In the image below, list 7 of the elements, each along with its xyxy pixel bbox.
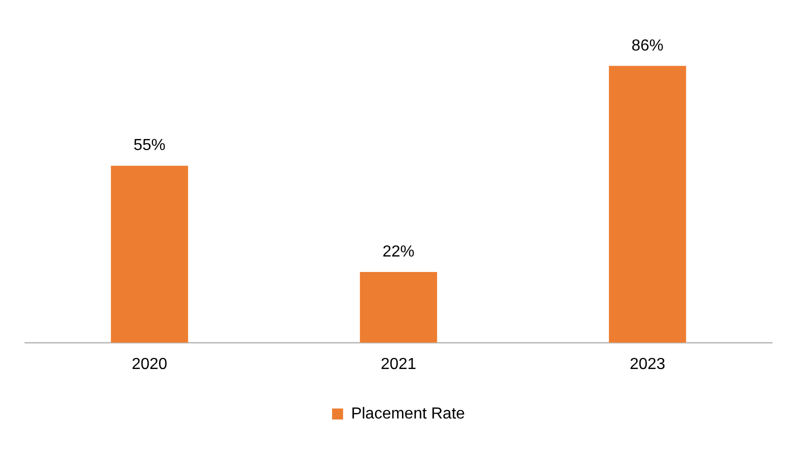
data-label: 22% <box>382 243 415 260</box>
data-label: 86% <box>631 37 664 54</box>
legend-label: Placement Rate <box>351 405 466 422</box>
x-tick-label: 2021 <box>380 356 416 373</box>
x-tick-label: 2023 <box>630 356 666 373</box>
x-tick-label: 2020 <box>132 356 168 373</box>
data-label: 55% <box>133 137 166 154</box>
